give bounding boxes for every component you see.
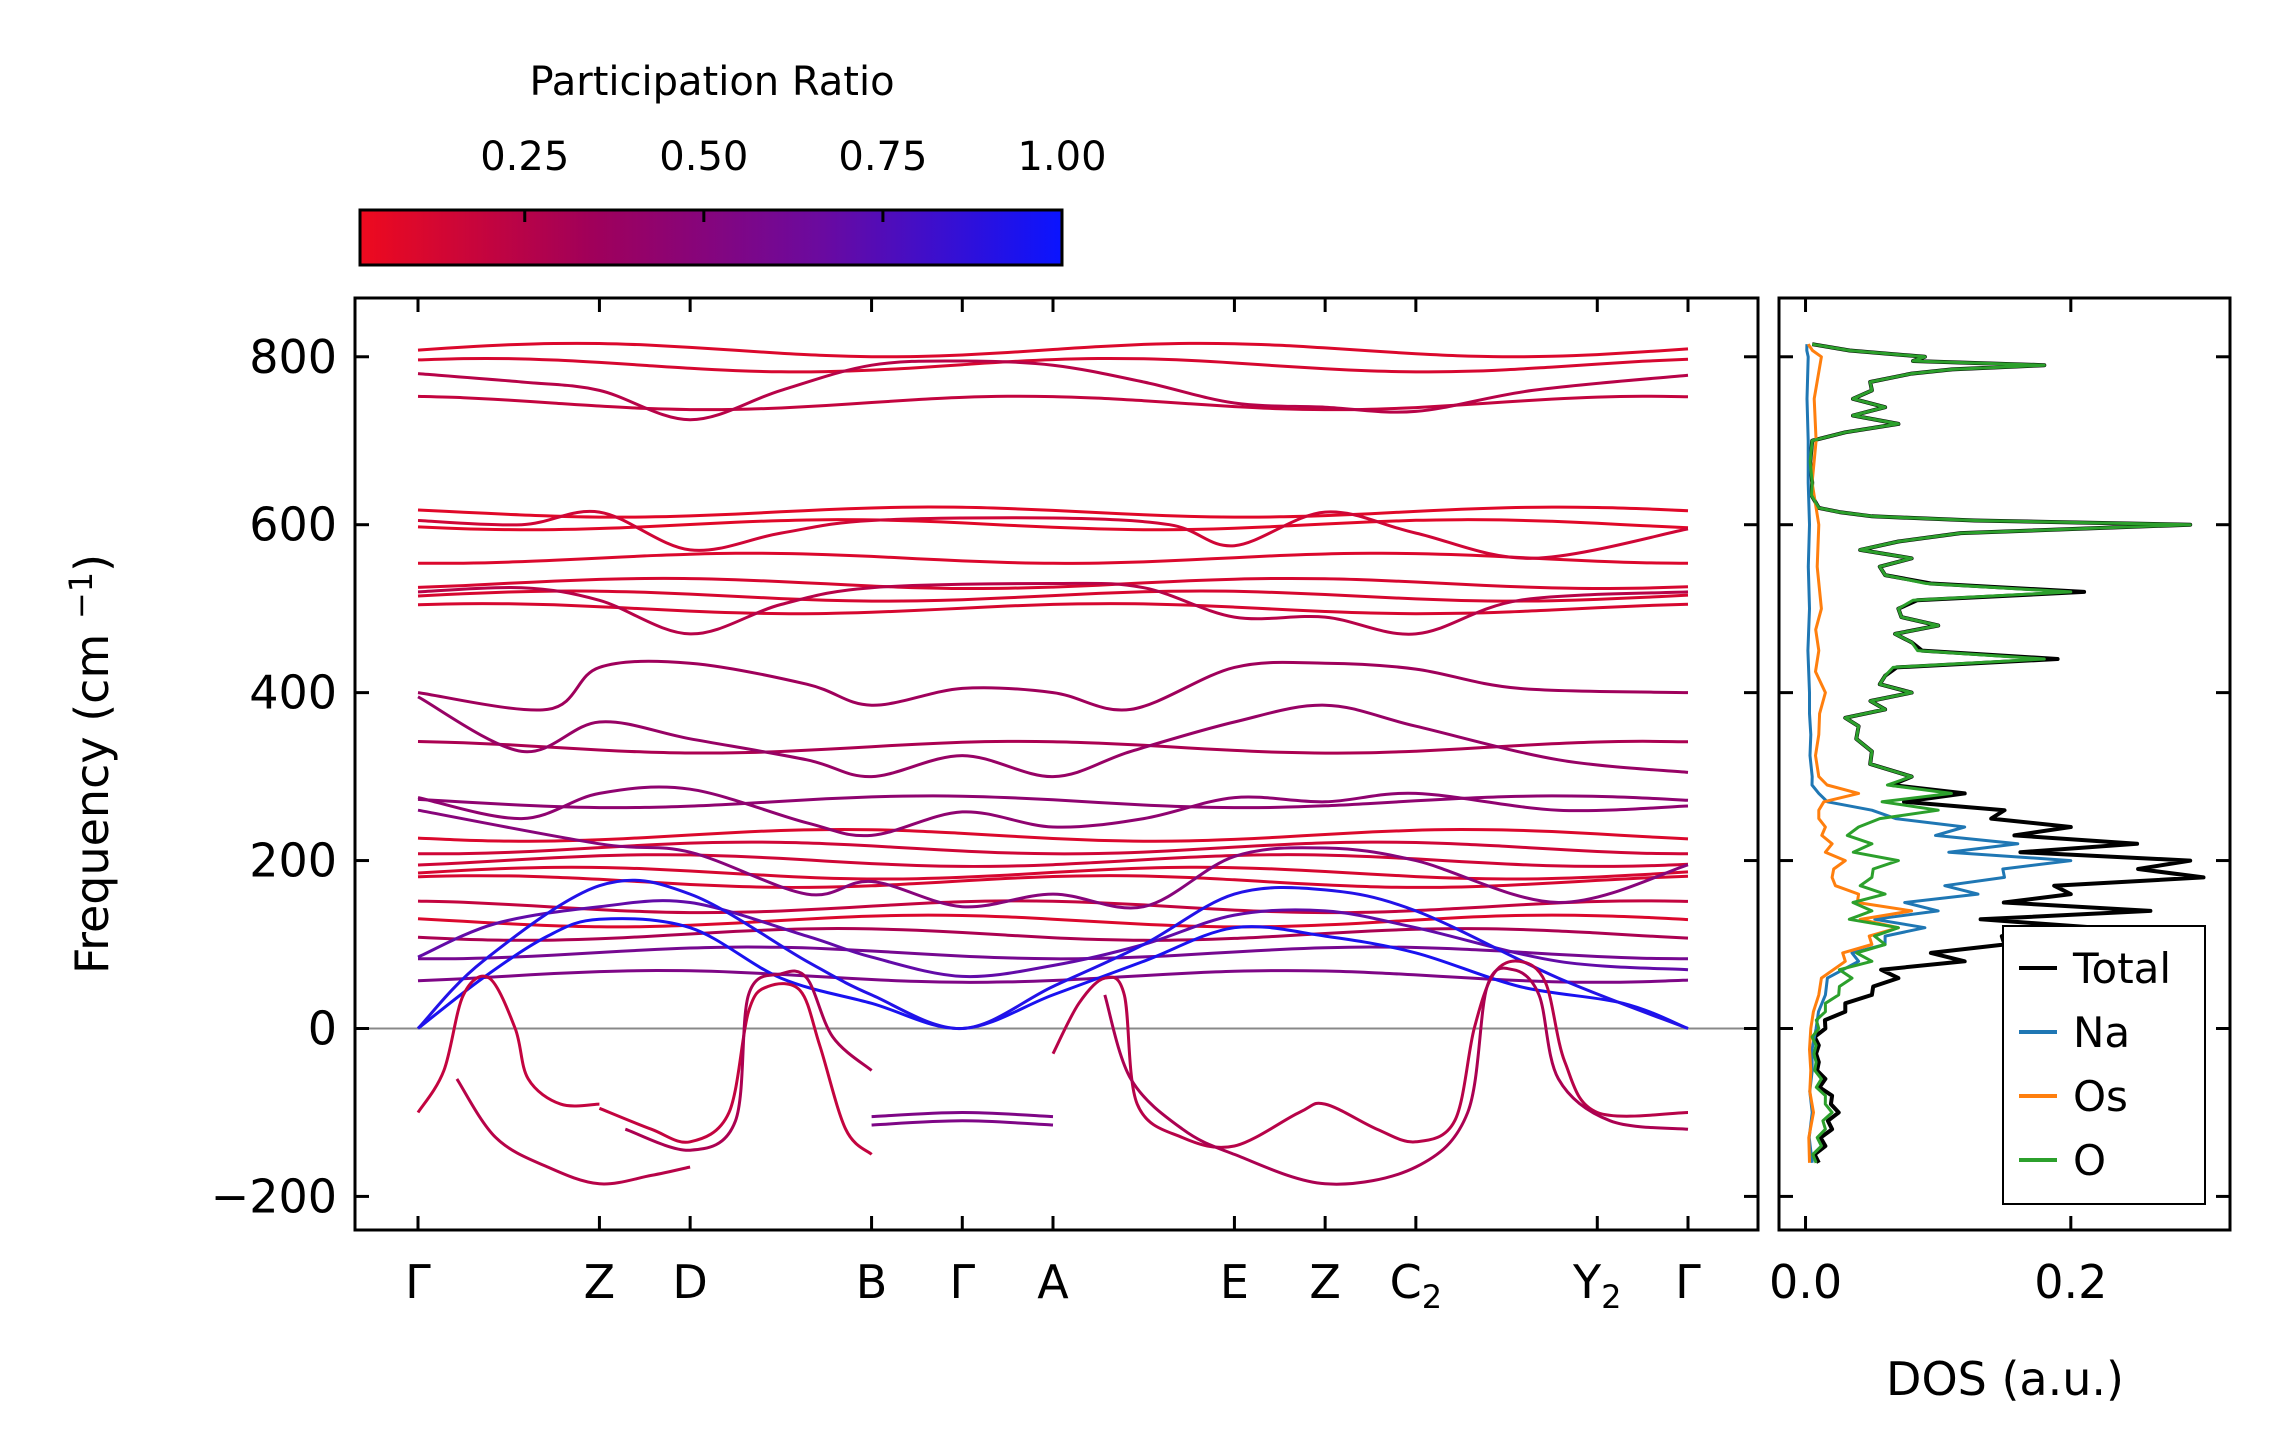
legend-label: Total [2072,944,2171,993]
phonon-band-imaginary [1051,959,1689,1149]
y-tick-label: 0 [308,1001,337,1055]
phonon-band [417,518,1689,532]
y-tick-label: 600 [249,498,337,552]
dos-curves [1805,342,2206,1164]
phonon-band-dispersive [417,785,1689,838]
y-tick-label: 200 [249,834,337,888]
phonon-band [417,356,1689,374]
colorbar-tick-label: 0.75 [838,134,927,180]
phonon-band-dispersive [416,878,1689,1031]
phonon-band [417,853,1689,868]
dos-plot-frame [1777,296,2232,1232]
dos-curve-os [1806,343,1914,1163]
k-point-label: Γ [1675,1255,1701,1309]
legend-label: Os [2073,1072,2128,1121]
phonon-band-imaginary [871,1119,1054,1127]
phonon-band-dispersive [417,659,1689,712]
phonon-band [417,341,1689,359]
k-point-label: D [672,1255,707,1309]
phonon-band-imaginary [624,969,873,1152]
phonon-band [417,913,1689,929]
dos-curve-o [1808,342,2192,1164]
phonon-band [417,865,1689,881]
phonon-band [417,739,1689,755]
phonon-band-dispersive [417,509,1689,560]
k-point-label: Γ [949,1255,975,1309]
legend-label: Na [2073,1008,2130,1057]
phonon-band-dispersive [417,695,1689,779]
phonon-band [417,874,1689,889]
y-tick-label: −200 [211,1169,337,1223]
colorbar-tick-label: 0.25 [480,134,569,180]
dos-curve-na [1805,344,2073,1163]
phonon-band-dispersive [417,899,1689,979]
phonon-band [417,969,1689,984]
dos-legend: Total Na Os O [2002,925,2206,1205]
phonon-band-dispersive [417,359,1689,422]
dos-x-tick-label: 0.2 [2034,1255,2107,1309]
phonon-band-dispersive [417,581,1689,636]
k-point-label: C2 [1390,1255,1442,1316]
dos-panel: 0.0 0.2 DOS (a.u.) Total Na Os O [1769,296,2232,1406]
phonon-band-dispersive [417,808,1689,910]
dos-plot-axes: 0.0 0.2 [1769,298,2230,1309]
dos-x-axis-label: DOS (a.u.) [1886,1352,2124,1406]
legend-box [2002,925,2206,1205]
colorbar-gradient [358,208,1064,267]
phonon-band [417,927,1689,942]
y-axis-label-text: Frequency (cm [65,634,119,974]
phonon-band-imaginary [598,982,873,1156]
y-axis-label: Frequency (cm −1) [62,554,119,974]
colorbar-ticks: 0.25 0.50 0.75 1.00 [480,134,1107,222]
phonon-band [417,589,1689,603]
phonon-bands [355,341,1758,1186]
phonon-band [417,551,1689,565]
k-point-label: B [856,1255,888,1309]
phonon-band [417,794,1689,810]
legend-label: O [2073,1136,2106,1185]
k-point-label: Z [584,1255,616,1309]
colorbar: Participation Ratio 0.25 0.50 0.75 1.00 [358,59,1107,267]
phonon-band [417,505,1689,519]
band-plot-axes: −200 0 200 400 600 800 Γ Z D B Γ A E Z C2 Y2 Γ [211,298,1758,1316]
colorbar-label: Participation Ratio [529,59,894,105]
phonon-band-imaginary [871,1110,1054,1119]
colorbar-tick-label: 1.00 [1017,134,1106,180]
phonon-band-dispersive [417,917,1689,1031]
phonon-band [417,827,1689,843]
phonon-band [417,576,1689,591]
dos-x-tick-label: 0.0 [1769,1255,1842,1309]
band-plot-frame [353,296,1760,1232]
y-tick-label: 400 [249,666,337,720]
k-point-label: A [1037,1255,1069,1309]
y-tick-label: 800 [249,330,337,384]
k-point-label: E [1220,1255,1249,1309]
k-point-label: Z [1309,1255,1341,1309]
phonon-band [417,945,1689,961]
phonon-band-imaginary [455,1078,691,1186]
phonon-band-imaginary [1103,966,1689,1186]
phonon-band-imaginary [416,974,600,1114]
colorbar-tick-label: 0.50 [659,134,748,180]
phonon-band [417,394,1689,412]
k-point-label: Y2 [1572,1255,1621,1316]
phonon-band [417,899,1689,915]
k-point-label: Γ [405,1255,431,1309]
band-structure-panel: −200 0 200 400 600 800 Γ Z D B Γ A E Z C2 Y2 Γ Frequency… [62,296,1760,1316]
